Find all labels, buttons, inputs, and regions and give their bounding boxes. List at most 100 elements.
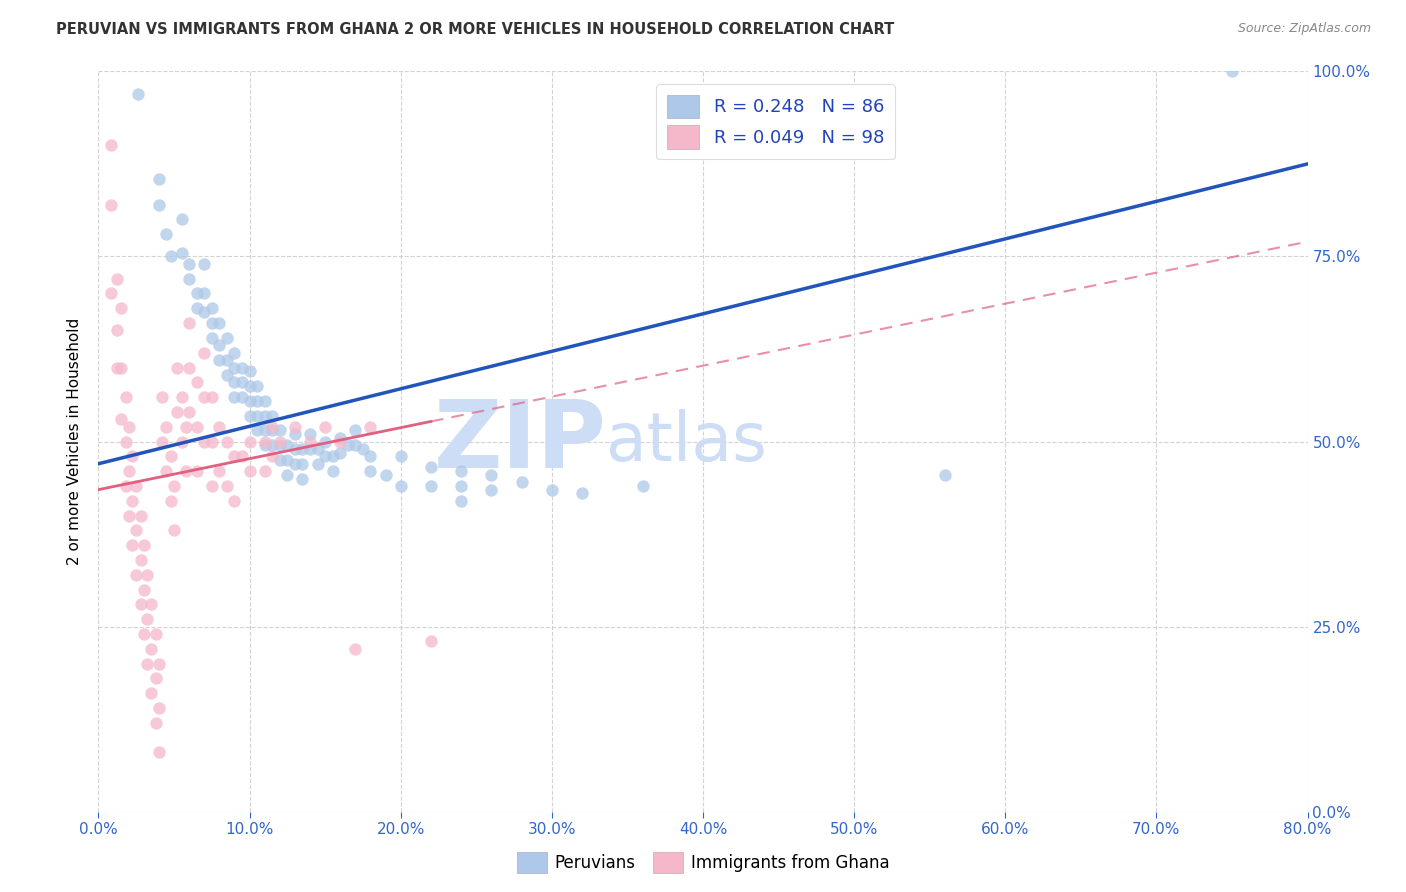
- Point: [129, 553, 152, 567]
- Point: [253, 409, 276, 423]
- Point: [150, 390, 173, 404]
- Point: [246, 409, 269, 423]
- Point: [160, 493, 183, 508]
- Point: [224, 376, 246, 390]
- Point: [284, 419, 307, 434]
- Point: [208, 464, 231, 478]
- Point: [291, 471, 314, 485]
- Point: [322, 464, 344, 478]
- Point: [307, 442, 329, 456]
- Point: [450, 493, 472, 508]
- Point: [155, 227, 177, 242]
- Point: [193, 434, 215, 449]
- Point: [420, 479, 443, 493]
- Point: [105, 360, 128, 375]
- Point: [322, 450, 344, 464]
- Point: [110, 412, 132, 426]
- Point: [276, 453, 298, 467]
- Point: [121, 493, 143, 508]
- Point: [193, 286, 215, 301]
- Point: [155, 464, 177, 478]
- Point: [284, 457, 307, 471]
- Point: [141, 598, 163, 612]
- Point: [360, 419, 382, 434]
- Point: [135, 657, 157, 671]
- Point: [329, 434, 352, 449]
- Point: [344, 438, 367, 452]
- Point: [129, 598, 152, 612]
- Point: [148, 701, 170, 715]
- Point: [307, 457, 329, 471]
- Point: [420, 460, 443, 475]
- Point: [163, 524, 186, 538]
- Point: [174, 419, 197, 434]
- Point: [186, 419, 208, 434]
- Point: [118, 508, 141, 523]
- Point: [132, 627, 155, 641]
- Point: [125, 524, 148, 538]
- Point: [114, 434, 136, 449]
- Point: [186, 464, 208, 478]
- Point: [215, 479, 238, 493]
- Point: [934, 467, 956, 482]
- Point: [481, 483, 503, 497]
- Point: [344, 641, 367, 656]
- Point: [253, 438, 276, 452]
- Point: [239, 434, 262, 449]
- Point: [239, 364, 262, 378]
- Point: [215, 434, 238, 449]
- Point: [100, 286, 122, 301]
- Point: [231, 360, 253, 375]
- Point: [132, 538, 155, 552]
- Point: [329, 445, 352, 459]
- Point: [360, 450, 382, 464]
- Point: [329, 431, 352, 445]
- Point: [125, 567, 148, 582]
- Point: [201, 331, 224, 345]
- Point: [135, 612, 157, 626]
- Point: [239, 409, 262, 423]
- Point: [110, 360, 132, 375]
- Point: [262, 419, 284, 434]
- Point: [127, 87, 149, 101]
- Point: [121, 538, 143, 552]
- Point: [510, 475, 533, 490]
- Point: [269, 438, 291, 452]
- Point: [262, 424, 284, 438]
- Point: [269, 434, 291, 449]
- Point: [215, 368, 238, 382]
- Point: [344, 424, 367, 438]
- Point: [163, 479, 186, 493]
- Point: [179, 271, 201, 285]
- Point: [135, 567, 157, 582]
- Point: [284, 442, 307, 456]
- Point: [246, 424, 269, 438]
- Point: [269, 453, 291, 467]
- Point: [141, 641, 163, 656]
- Point: [224, 390, 246, 404]
- Point: [299, 434, 322, 449]
- Legend: R = 0.248   N = 86, R = 0.049   N = 98: R = 0.248 N = 86, R = 0.049 N = 98: [657, 84, 896, 160]
- Point: [155, 419, 177, 434]
- Point: [291, 457, 314, 471]
- Point: [540, 483, 562, 497]
- Point: [170, 245, 193, 260]
- Point: [179, 405, 201, 419]
- Point: [450, 464, 472, 478]
- Point: [253, 393, 276, 408]
- Text: Source: ZipAtlas.com: Source: ZipAtlas.com: [1237, 22, 1371, 36]
- Point: [201, 316, 224, 330]
- Point: [121, 450, 143, 464]
- Point: [1220, 64, 1243, 78]
- Point: [389, 450, 412, 464]
- Point: [193, 390, 215, 404]
- Point: [179, 360, 201, 375]
- Point: [262, 409, 284, 423]
- Point: [215, 331, 238, 345]
- Point: [166, 360, 188, 375]
- Point: [389, 479, 412, 493]
- Point: [105, 271, 128, 285]
- Point: [299, 442, 322, 456]
- Point: [224, 493, 246, 508]
- Point: [215, 353, 238, 368]
